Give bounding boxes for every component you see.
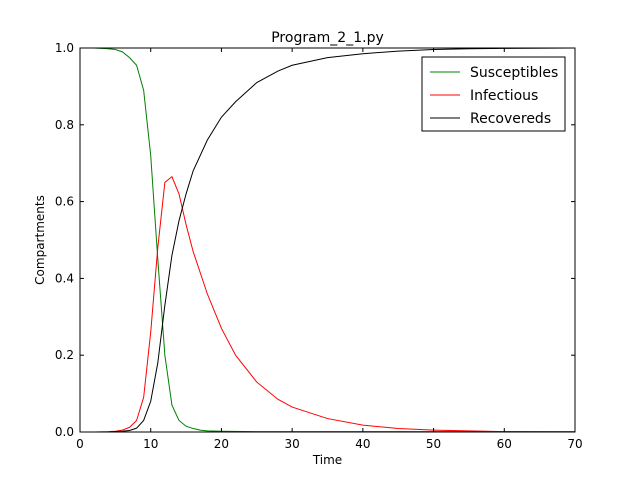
series-line-recovereds	[80, 48, 575, 432]
x-tick-label: 20	[214, 437, 229, 451]
legend-label-susceptibles: Susceptibles	[470, 65, 558, 81]
plot-frame	[79, 47, 576, 433]
x-tick-label: 40	[355, 437, 370, 451]
legend-box	[421, 56, 566, 132]
y-tick-label: 1.0	[55, 41, 74, 55]
plot-layer: 0 10 20 30 40 50 60 70 0.0 0.2 0.4 0.6 0.8 1.0	[55, 41, 583, 451]
legend-label-recovereds: Recovereds	[470, 111, 551, 127]
x-tick-label: 30	[285, 437, 300, 451]
x-tick-label: 60	[497, 437, 512, 451]
legend: Susceptibles Infectious Recovereds	[421, 56, 566, 132]
x-tick-label: 10	[143, 437, 158, 451]
y-tick-label: 0.6	[55, 195, 74, 209]
x-tick-label: 0	[76, 437, 84, 451]
x-axis-label: Time	[312, 453, 342, 467]
x-tick-label: 50	[426, 437, 441, 451]
y-tick-label: 0.2	[55, 348, 74, 362]
chart-title: Program_2_1.py	[271, 30, 384, 46]
y-tick-label: 0.8	[55, 118, 74, 132]
series-line-infectious	[80, 175, 575, 432]
y-tick-label: 0.4	[55, 271, 74, 285]
legend-label-infectious: Infectious	[470, 88, 538, 104]
y-axis-label: Compartments	[33, 195, 47, 285]
y-tick-label: 0.0	[55, 425, 74, 439]
x-tick-label: 70	[567, 437, 582, 451]
